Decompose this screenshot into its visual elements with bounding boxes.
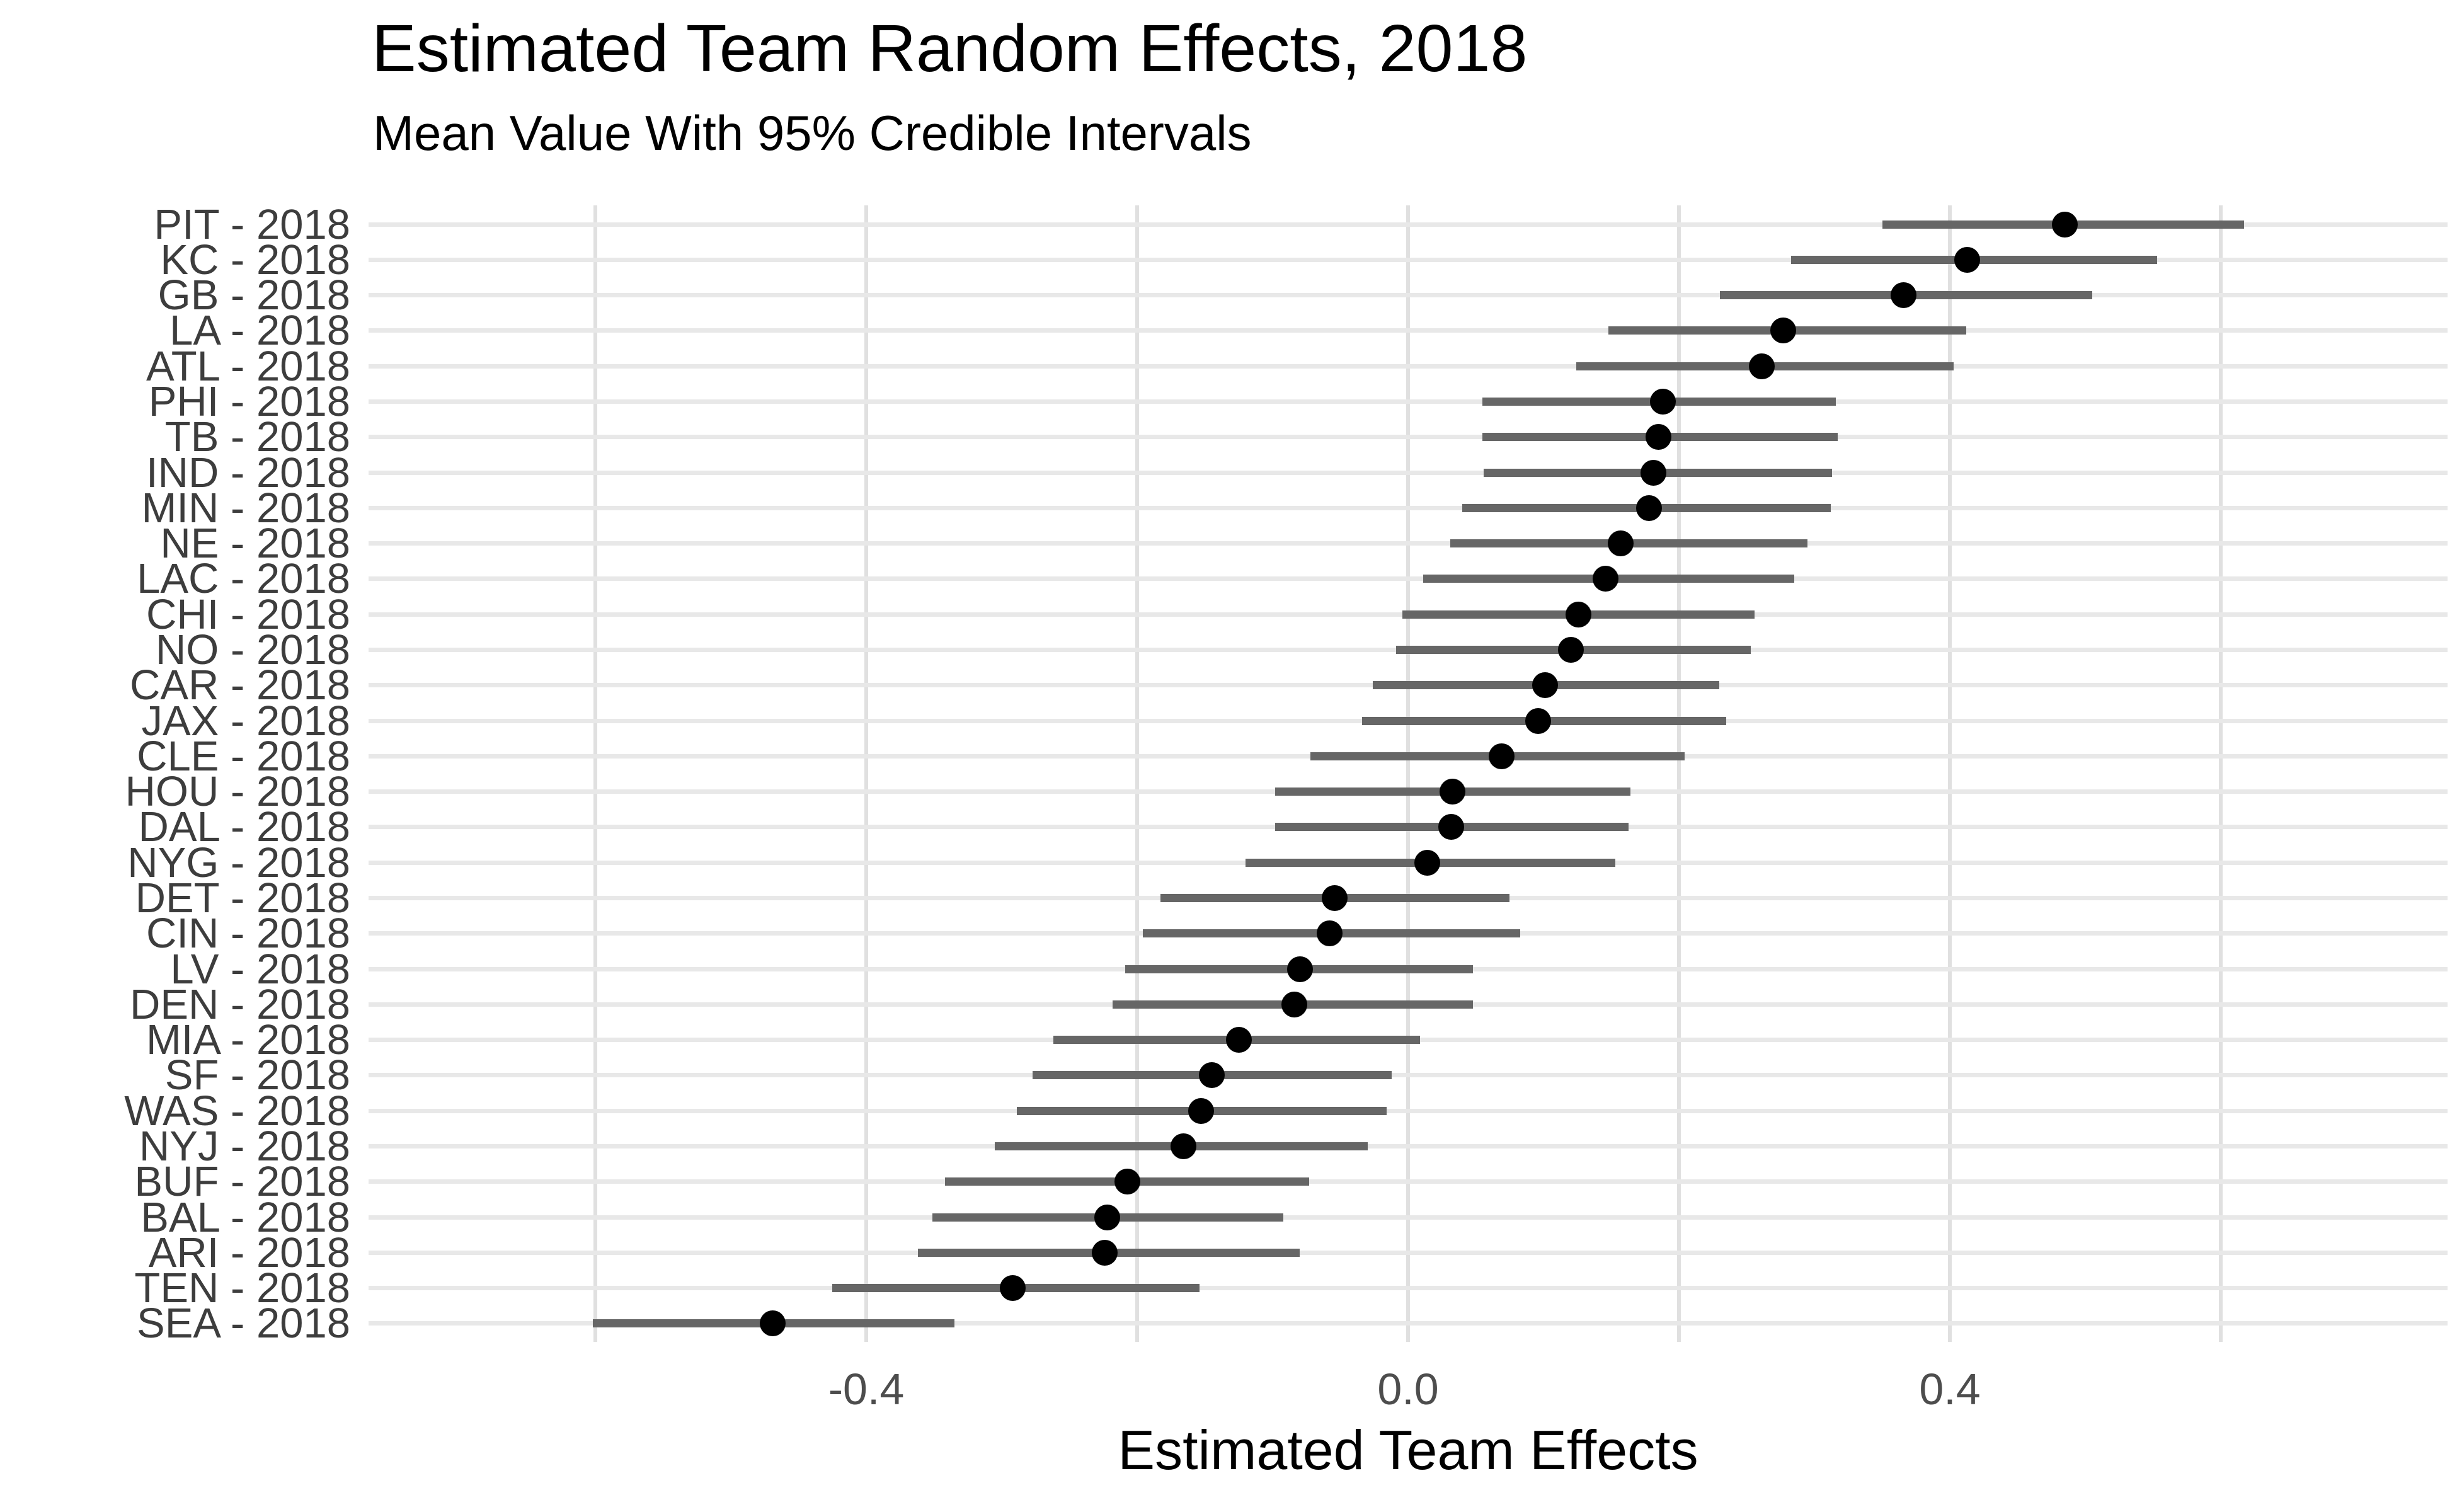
- y-axis-label: IND - 2018: [146, 449, 350, 496]
- y-gridline: [369, 576, 2448, 581]
- x-gridline: [593, 205, 597, 1342]
- mean-dot: [1891, 282, 1917, 309]
- mean-dot: [1094, 1204, 1121, 1230]
- mean-dot: [999, 1275, 1026, 1302]
- y-axis-label: JAX - 2018: [141, 697, 350, 745]
- y-axis-label: TEN - 2018: [134, 1264, 350, 1312]
- y-axis-label: WAS - 2018: [124, 1087, 350, 1135]
- y-gridline: [369, 1179, 2448, 1184]
- y-axis-label: SEA - 2018: [137, 1300, 350, 1348]
- y-axis-label: DEN - 2018: [129, 980, 350, 1028]
- y-gridline: [369, 1215, 2448, 1220]
- y-axis-label: LAC - 2018: [137, 555, 350, 603]
- y-axis-label: ATL - 2018: [146, 342, 350, 390]
- y-gridline: [369, 435, 2448, 440]
- y-axis-label: BAL - 2018: [140, 1193, 350, 1241]
- mean-dot: [1438, 814, 1465, 840]
- y-gridline: [369, 541, 2448, 546]
- x-gridline: [1135, 205, 1139, 1342]
- y-axis-label: NYG - 2018: [127, 839, 350, 886]
- mean-dot: [1608, 530, 1634, 557]
- y-axis-label: TB - 2018: [164, 413, 350, 461]
- y-axis-label: MIA - 2018: [146, 1016, 350, 1064]
- y-gridline: [369, 364, 2448, 369]
- mean-dot: [1225, 1027, 1252, 1053]
- y-axis-label: ARI - 2018: [148, 1228, 350, 1276]
- y-axis-label: CLE - 2018: [137, 732, 350, 780]
- mean-dot: [1640, 459, 1666, 486]
- y-axis-label: PIT - 2018: [154, 200, 350, 248]
- mean-dot: [1286, 956, 1313, 982]
- y-gridline: [369, 505, 2448, 510]
- y-axis-label: DAL - 2018: [138, 803, 350, 851]
- mean-dot: [1649, 388, 1676, 415]
- mean-dot: [1114, 1169, 1141, 1195]
- x-gridline: [864, 205, 868, 1342]
- y-axis-label: BUF - 2018: [134, 1158, 350, 1206]
- y-axis-label: GB - 2018: [158, 272, 350, 319]
- x-tick-label: 0.4: [1919, 1365, 1981, 1414]
- y-axis-label: LV - 2018: [170, 945, 350, 993]
- x-tick-label: -0.4: [828, 1365, 905, 1414]
- mean-dot: [1954, 246, 1981, 273]
- y-axis-label: NE - 2018: [160, 520, 350, 568]
- mean-dot: [1281, 991, 1307, 1017]
- y-axis-label: CHI - 2018: [146, 590, 350, 638]
- y-gridline: [369, 470, 2448, 475]
- mean-dot: [1593, 566, 1619, 592]
- y-axis-label: PHI - 2018: [148, 377, 350, 425]
- chart-subtitle: Mean Value With 95% Credible Intervals: [373, 105, 1252, 161]
- y-axis-label: LA - 2018: [169, 307, 350, 355]
- mean-dot: [1316, 920, 1343, 947]
- mean-dot: [1770, 318, 1797, 344]
- mean-dot: [1188, 1097, 1214, 1124]
- y-axis-label: SF - 2018: [164, 1051, 350, 1099]
- mean-dot: [1198, 1062, 1225, 1089]
- mean-dot: [1646, 424, 1672, 450]
- x-gridline: [1948, 205, 1952, 1342]
- mean-dot: [1532, 672, 1558, 699]
- mean-dot: [760, 1310, 786, 1337]
- y-gridline: [369, 1250, 2448, 1255]
- mean-dot: [1636, 495, 1663, 521]
- y-gridline: [369, 1073, 2448, 1078]
- y-gridline: [369, 1321, 2448, 1326]
- y-axis-label: NYJ - 2018: [139, 1123, 350, 1171]
- x-gridline: [1677, 205, 1681, 1342]
- y-gridline: [369, 328, 2448, 333]
- x-tick-label: 0.0: [1377, 1365, 1439, 1414]
- x-gridline: [2219, 205, 2223, 1342]
- y-gridline: [369, 1286, 2448, 1291]
- y-gridline: [369, 1144, 2448, 1149]
- y-axis-label: NO - 2018: [155, 626, 350, 673]
- y-gridline: [369, 257, 2448, 262]
- chart-title: Estimated Team Random Effects, 2018: [372, 11, 1528, 86]
- y-gridline: [369, 1108, 2448, 1113]
- y-axis-label: HOU - 2018: [125, 768, 350, 816]
- mean-dot: [1091, 1239, 1118, 1266]
- y-gridline: [369, 399, 2448, 404]
- y-gridline: [369, 222, 2448, 227]
- mean-dot: [1748, 353, 1775, 379]
- y-axis-label: DET - 2018: [135, 874, 350, 922]
- y-axis-label: MIN - 2018: [141, 484, 350, 532]
- y-axis-label: CIN - 2018: [146, 910, 350, 958]
- x-gridline: [1406, 205, 1410, 1342]
- x-axis-title: Estimated Team Effects: [1118, 1419, 1698, 1481]
- mean-dot: [1414, 849, 1440, 876]
- mean-dot: [1566, 601, 1592, 627]
- mean-dot: [1525, 707, 1551, 734]
- mean-dot: [1440, 779, 1466, 805]
- mean-dot: [1557, 636, 1584, 663]
- mean-dot: [1488, 743, 1515, 769]
- y-axis-label: KC - 2018: [160, 236, 350, 284]
- y-axis-label: CAR - 2018: [129, 662, 350, 709]
- mean-dot: [1170, 1133, 1196, 1160]
- y-gridline: [369, 293, 2448, 298]
- mean-dot: [1322, 885, 1348, 911]
- mean-dot: [2052, 211, 2078, 238]
